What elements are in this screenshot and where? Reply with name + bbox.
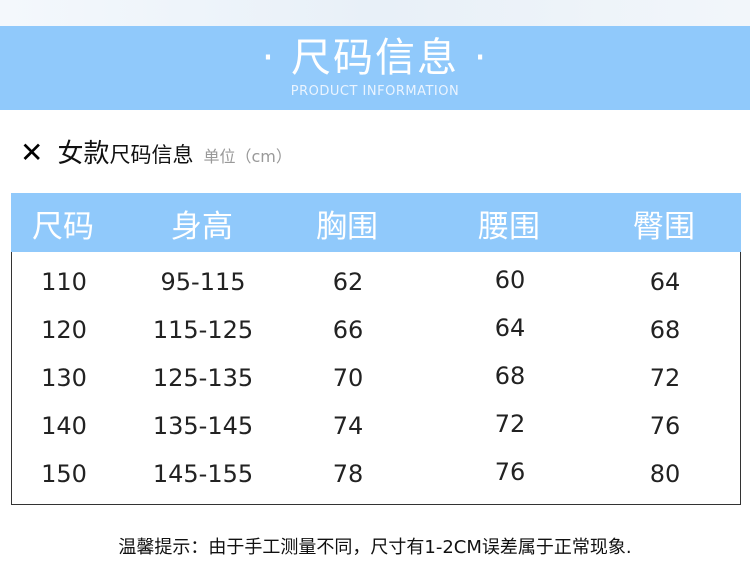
table-cell: 110	[41, 268, 87, 296]
banner-title: · 尺码信息 ·	[261, 35, 489, 81]
table-cell: 120	[41, 316, 87, 344]
x-icon: ✕	[20, 136, 44, 169]
table-cell: 72	[494, 410, 526, 438]
note-text: 温馨提示：由于手工测量不同，尺寸有1-2CM误差属于正常现象.	[118, 537, 632, 558]
table-cell: 68	[494, 362, 526, 390]
column-header: 尺码	[32, 209, 94, 245]
table-cell: 60	[494, 266, 526, 294]
table-cell: 145-155	[152, 460, 254, 488]
table-cell: 66	[332, 316, 364, 344]
table-cell: 80	[649, 460, 681, 488]
table-row: 120 115-125 66 64 68	[12, 314, 740, 364]
table-cell: 64	[494, 314, 526, 342]
header-banner: · 尺码信息 · PRODUCT INFORMATION	[0, 26, 750, 110]
section-heading: ✕ 女款 尺码信息 单位（cm）	[20, 133, 292, 170]
column-header: 身高	[171, 209, 233, 245]
table-cell: 78	[332, 460, 364, 488]
table-cell: 62	[332, 268, 364, 296]
table-cell: 95-115	[160, 268, 246, 296]
banner-subtitle: PRODUCT INFORMATION	[290, 84, 460, 99]
section-title-rest: 尺码信息	[109, 143, 194, 167]
top-background	[0, 0, 750, 26]
unit-label: 单位（cm）	[203, 147, 292, 166]
table-row: 110 95-115 62 60 64	[12, 266, 740, 316]
column-header: 臀围	[633, 209, 695, 245]
size-table: 110 95-115 62 60 64 120 115-125 66 64 68 130 125-13…	[11, 252, 741, 505]
table-cell: 130	[41, 364, 87, 392]
table-cell: 74	[332, 412, 364, 440]
table-cell: 70	[332, 364, 364, 392]
table-header: 尺码 身高 胸围 腰围 臀围	[11, 193, 741, 252]
table-cell: 135-145	[152, 412, 254, 440]
table-row: 130 125-135 70 68 72	[12, 362, 740, 412]
table-cell: 64	[649, 268, 681, 296]
table-cell: 72	[649, 364, 681, 392]
table-cell: 68	[649, 316, 681, 344]
table-cell: 140	[41, 412, 87, 440]
table-cell: 115-125	[152, 316, 254, 344]
table-cell: 76	[494, 458, 526, 486]
table-cell: 76	[649, 412, 681, 440]
table-cell: 125-135	[152, 364, 254, 392]
table-cell: 150	[41, 460, 87, 488]
table-row: 150 145-155 78 76 80	[12, 458, 740, 508]
section-title-main: 女款	[57, 139, 110, 169]
table-row: 140 135-145 74 72 76	[12, 410, 740, 460]
column-header: 胸围	[316, 209, 378, 245]
column-header: 腰围	[478, 209, 540, 245]
